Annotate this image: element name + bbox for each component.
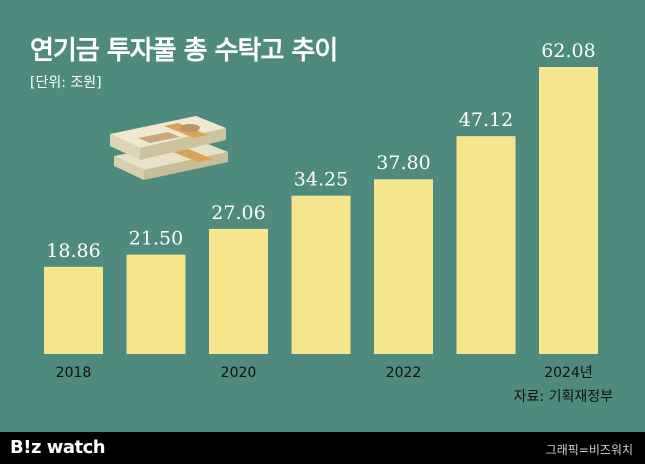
- unit-label: [단위: 조원]: [30, 75, 102, 91]
- value-label-2022: 37.80: [376, 152, 430, 174]
- source-label: 자료: 기획재정부: [513, 389, 613, 405]
- graphic-credit: 그래픽=비즈워치: [545, 443, 633, 457]
- bar-2021: [291, 195, 351, 354]
- value-label-2018: 18.86: [46, 240, 100, 262]
- chart-title: 연기금 투자풀 총 수탁고 추이: [30, 36, 338, 66]
- tick-label-2022: 2022: [386, 365, 422, 381]
- value-label-2023: 47.12: [459, 109, 513, 131]
- bar-chart: 18.86 21.50 27.06 34.25 37.80 47.12 62.08 2018…: [44, 40, 598, 381]
- bar-2020: [209, 228, 268, 354]
- bizwatch-logo: B!z watch: [10, 437, 106, 458]
- value-label-2019: 21.50: [129, 228, 183, 250]
- value-label-2020: 27.06: [211, 202, 265, 224]
- bar-2019: [126, 254, 186, 354]
- bar-2018: [44, 266, 103, 354]
- bar-2022: [374, 179, 433, 354]
- tick-label-2018: 2018: [56, 365, 92, 381]
- money-stack-icon: [110, 116, 228, 180]
- value-label-2024: 62.08: [541, 40, 595, 62]
- footer-bar: B!z watch 그래픽=비즈워치: [0, 432, 645, 464]
- value-label-2021: 34.25: [294, 169, 348, 191]
- bar-2023: [456, 136, 516, 354]
- tick-label-2024: 2024년: [544, 365, 593, 381]
- tick-label-2020: 2020: [221, 365, 257, 381]
- bar-2024: [539, 67, 598, 354]
